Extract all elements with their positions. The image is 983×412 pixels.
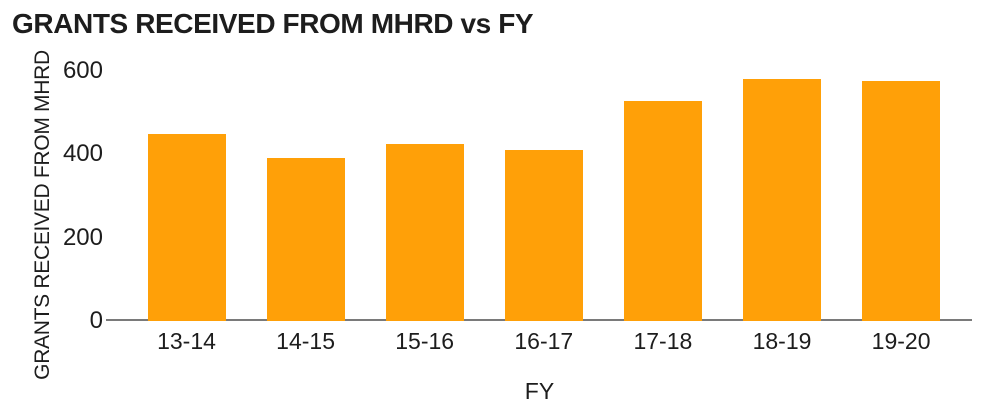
x-tick-label: 16-17 — [514, 328, 574, 354]
y-tick-label: 0 — [89, 307, 103, 334]
x-tick-label: 14-15 — [276, 328, 335, 354]
bar-17-18 — [623, 101, 702, 321]
bar-13-14 — [147, 134, 226, 321]
bar-16-17 — [504, 150, 583, 321]
bar-15-16 — [385, 144, 464, 321]
chart-title: GRANTS RECEIVED FROM MHRD vs FY — [12, 8, 534, 39]
x-tick-label: 18-19 — [752, 328, 812, 354]
y-tick-label: 200 — [62, 223, 103, 251]
x-tick-label: 17-18 — [633, 328, 693, 354]
x-axis-title: FY — [524, 378, 555, 404]
bar-19-20 — [862, 81, 941, 321]
x-tick-label: 13-14 — [157, 328, 216, 354]
bar-14-15 — [266, 157, 345, 321]
y-tick-label: 600 — [62, 57, 103, 84]
y-tick-label: 400 — [62, 140, 103, 168]
bar-18-19 — [743, 78, 821, 321]
x-tick-label: 15-16 — [395, 328, 455, 354]
x-tick-label: 19-20 — [871, 328, 931, 354]
